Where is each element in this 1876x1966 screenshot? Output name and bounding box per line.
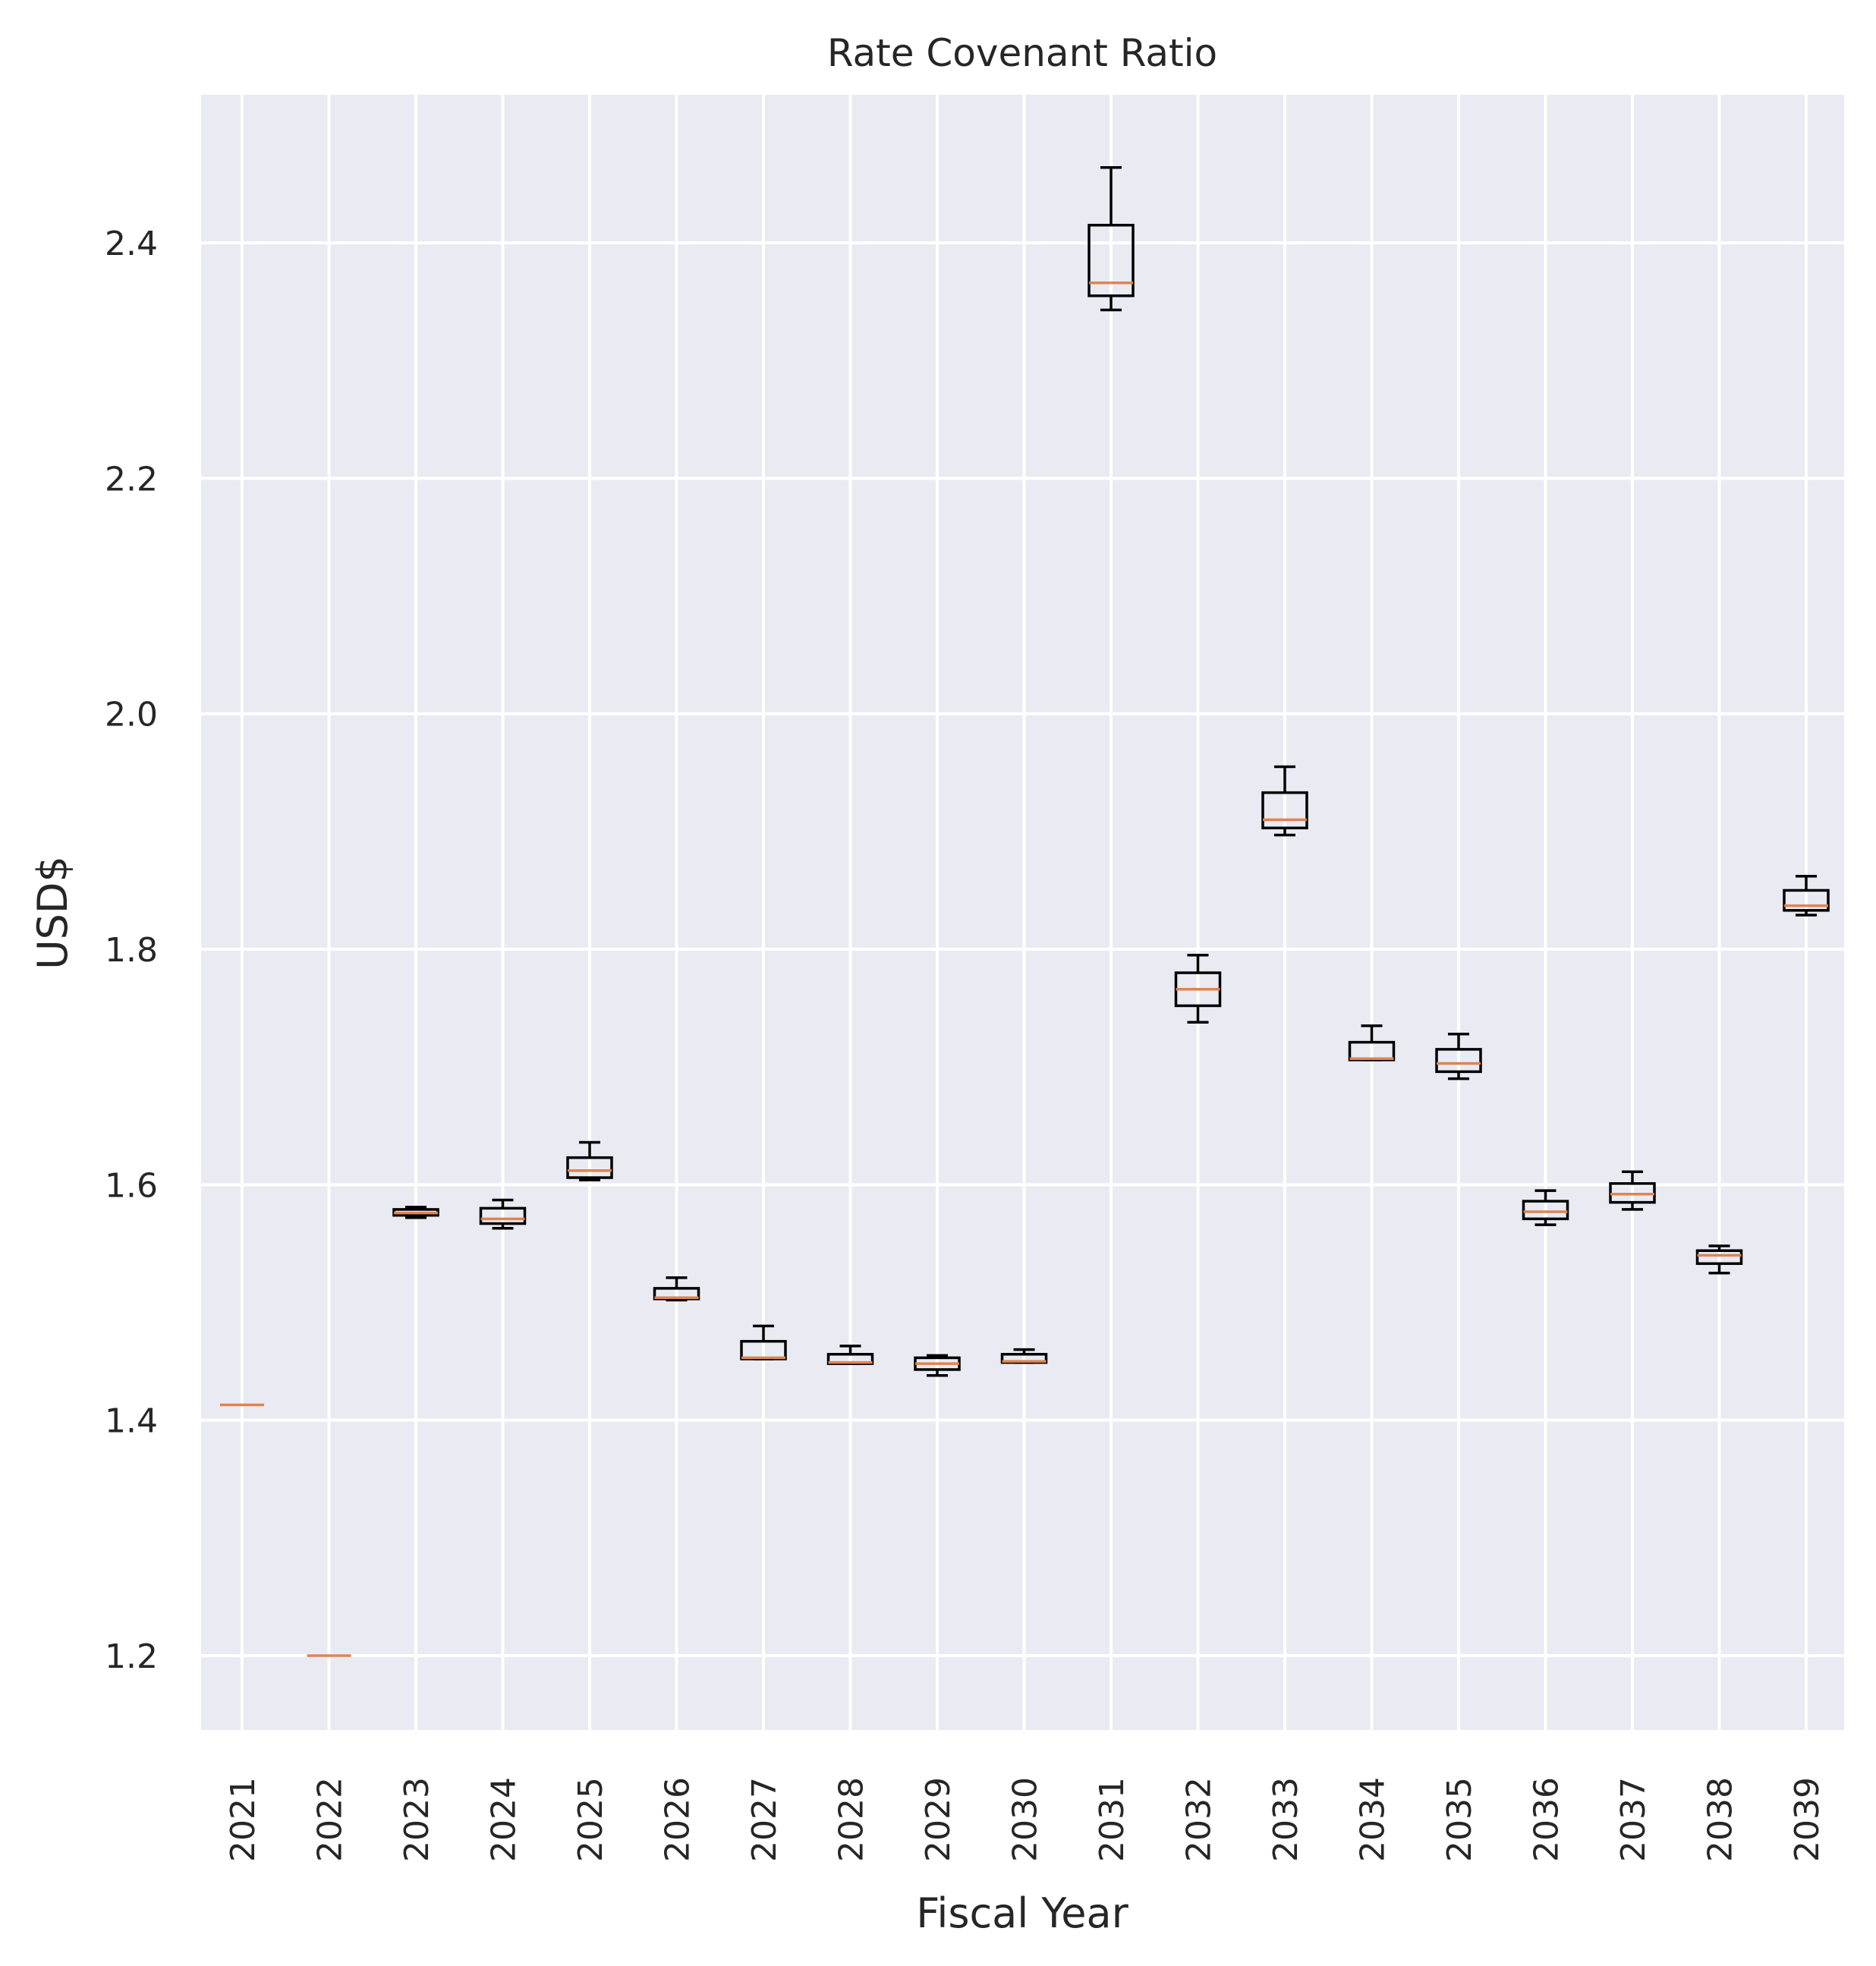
x-tick-label: 2035	[1440, 1777, 1479, 1862]
box-2036	[1522, 1189, 1569, 1226]
y-tick-label: 2.0	[105, 696, 158, 734]
x-tick-label: 2021	[224, 1777, 263, 1862]
box-2029	[914, 1354, 961, 1377]
box-iqr	[566, 1156, 613, 1179]
box-2034	[1348, 1024, 1396, 1062]
y-tick-label: 2.2	[105, 460, 158, 499]
box-2031	[1088, 165, 1135, 312]
box-2032	[1174, 954, 1222, 1024]
box-iqr	[1522, 1200, 1569, 1221]
x-tick-labels: 2021 2022 2023 2024 2025 2026 2027 2028 2029 2030…	[224, 1777, 1827, 1862]
y-tick-labels: 1.2 1.4 1.6 1.8 2.0 2.2 2.4	[105, 225, 158, 1676]
x-tick-label: 2029	[919, 1777, 958, 1862]
box-2039	[1783, 875, 1830, 917]
x-tick-label: 2032	[1180, 1777, 1219, 1862]
x-tick-label: 2024	[485, 1777, 524, 1862]
box-2038	[1695, 1244, 1743, 1275]
box-iqr	[479, 1206, 527, 1225]
x-tick-label: 2023	[398, 1777, 436, 1862]
box-2026	[653, 1276, 700, 1302]
x-tick-label: 2026	[659, 1777, 697, 1862]
x-tick-label: 2028	[833, 1777, 871, 1862]
box-iqr	[1261, 791, 1308, 829]
y-tick-label: 1.6	[105, 1166, 158, 1205]
box-2037	[1609, 1170, 1656, 1211]
x-tick-label: 2027	[745, 1777, 784, 1862]
x-tick-label: 2034	[1354, 1777, 1393, 1862]
boxes	[220, 165, 1830, 1657]
x-tick-label: 2039	[1788, 1777, 1827, 1862]
x-tick-label: 2030	[1006, 1777, 1045, 1862]
x-axis-label: Fiscal Year	[916, 1889, 1128, 1937]
x-tick-label: 2038	[1701, 1777, 1740, 1862]
box-2028	[826, 1345, 874, 1365]
box-2027	[740, 1324, 787, 1360]
box-iqr	[1088, 223, 1135, 297]
x-tick-label: 2031	[1093, 1777, 1132, 1862]
x-tick-label: 2036	[1528, 1777, 1566, 1862]
x-tick-label: 2033	[1267, 1777, 1305, 1862]
x-tick-label: 2022	[311, 1777, 350, 1862]
x-tick-label: 2025	[571, 1777, 610, 1862]
box-iqr	[1783, 889, 1830, 912]
y-tick-label: 1.2	[105, 1637, 158, 1676]
x-tick-label: 2037	[1614, 1777, 1653, 1862]
box-2030	[1000, 1348, 1048, 1364]
y-axis-label: USD$	[29, 856, 77, 970]
box-iqr	[1435, 1048, 1482, 1074]
y-tick-label: 1.4	[105, 1402, 158, 1441]
box-2025	[566, 1140, 613, 1181]
grid-lines	[201, 95, 1844, 1730]
box-2023	[392, 1206, 439, 1219]
chart-title: Rate Covenant Ratio	[827, 31, 1217, 75]
box-2033	[1261, 765, 1308, 837]
box-2035	[1435, 1032, 1482, 1081]
box-iqr	[1695, 1249, 1743, 1266]
y-tick-label: 1.8	[105, 931, 158, 970]
y-tick-label: 2.4	[105, 225, 158, 263]
box-2024	[479, 1198, 527, 1230]
